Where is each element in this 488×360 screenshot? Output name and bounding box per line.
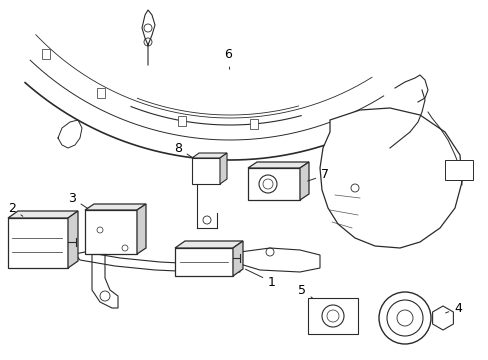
Bar — [8, 218, 68, 268]
Polygon shape — [299, 162, 308, 200]
Text: 4: 4 — [445, 302, 461, 315]
Text: 8: 8 — [174, 141, 193, 158]
Bar — [42, 49, 50, 59]
Polygon shape — [175, 241, 243, 248]
Polygon shape — [68, 211, 78, 268]
Text: 6: 6 — [224, 49, 231, 69]
Bar — [444, 160, 472, 180]
Polygon shape — [137, 204, 146, 254]
Polygon shape — [247, 162, 308, 168]
Bar — [97, 88, 105, 98]
Bar — [178, 116, 186, 126]
Bar — [85, 210, 137, 254]
Polygon shape — [432, 306, 452, 330]
Polygon shape — [192, 153, 226, 158]
Text: 1: 1 — [245, 269, 275, 288]
Polygon shape — [75, 252, 240, 272]
Bar — [192, 158, 220, 184]
Polygon shape — [240, 248, 319, 272]
Polygon shape — [232, 241, 243, 276]
Text: 2: 2 — [8, 202, 23, 216]
Polygon shape — [220, 153, 226, 184]
Text: 3: 3 — [68, 192, 87, 208]
Polygon shape — [8, 211, 78, 218]
Bar — [247, 168, 299, 200]
Bar — [175, 248, 232, 276]
Bar — [249, 119, 258, 129]
Polygon shape — [319, 108, 461, 248]
Text: 7: 7 — [307, 168, 328, 181]
Bar — [307, 298, 357, 334]
Polygon shape — [85, 204, 146, 210]
Text: 5: 5 — [297, 284, 312, 298]
